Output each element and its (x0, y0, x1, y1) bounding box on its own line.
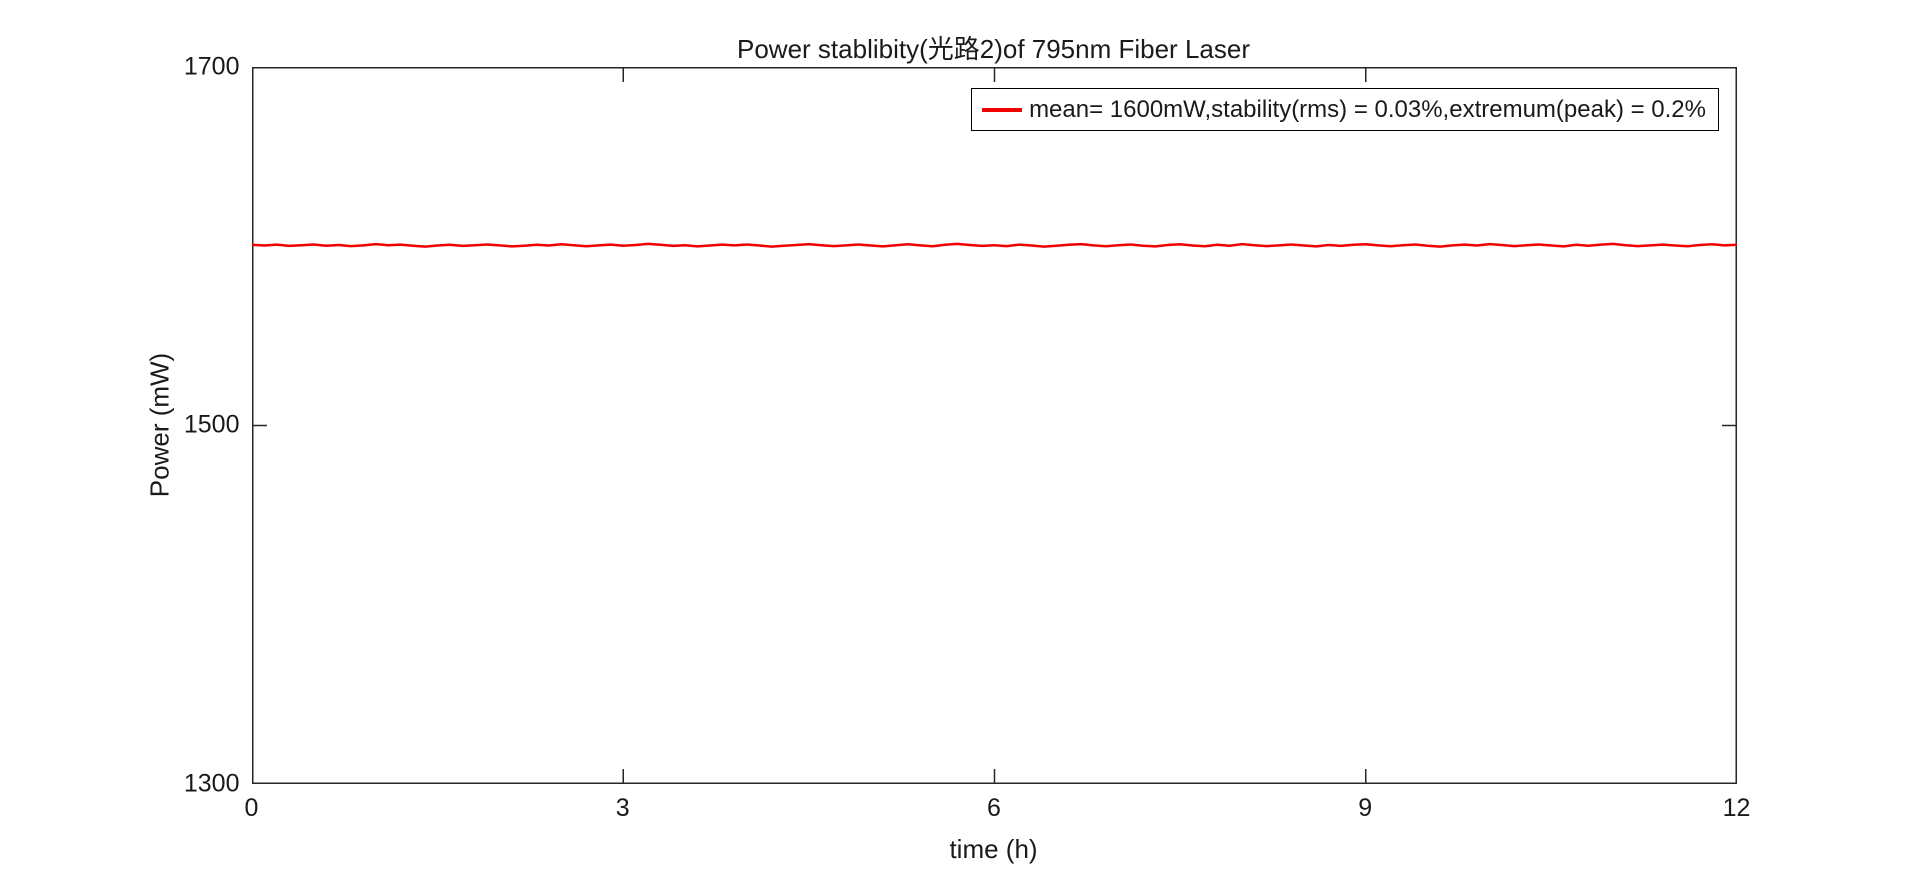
plot-area (251, 66, 1737, 784)
x-tick-label-3: 3 (615, 794, 630, 822)
plot-svg (251, 66, 1737, 784)
x-tick-label-9: 9 (1358, 794, 1373, 822)
y-tick-label-1300: 1300 (183, 769, 240, 797)
legend-box: mean= 1600mW,stability(rms) = 0.03%,extr… (971, 88, 1719, 131)
x-axis-label: time (h) (949, 834, 1038, 864)
x-tick-label-12: 12 (1722, 794, 1751, 822)
y-tick-label-1500: 1500 (183, 410, 240, 439)
x-tick-label-0: 0 (244, 794, 259, 822)
chart-title: Power stablibity(光路2)of 795nm Fiber Lase… (737, 34, 1250, 64)
legend-line-icon (982, 107, 1023, 112)
x-tick-label-6: 6 (987, 794, 1001, 822)
legend-label: mean= 1600mW,stability(rms) = 0.03%,extr… (1029, 95, 1706, 123)
y-tick-label-1700: 1700 (183, 52, 240, 80)
